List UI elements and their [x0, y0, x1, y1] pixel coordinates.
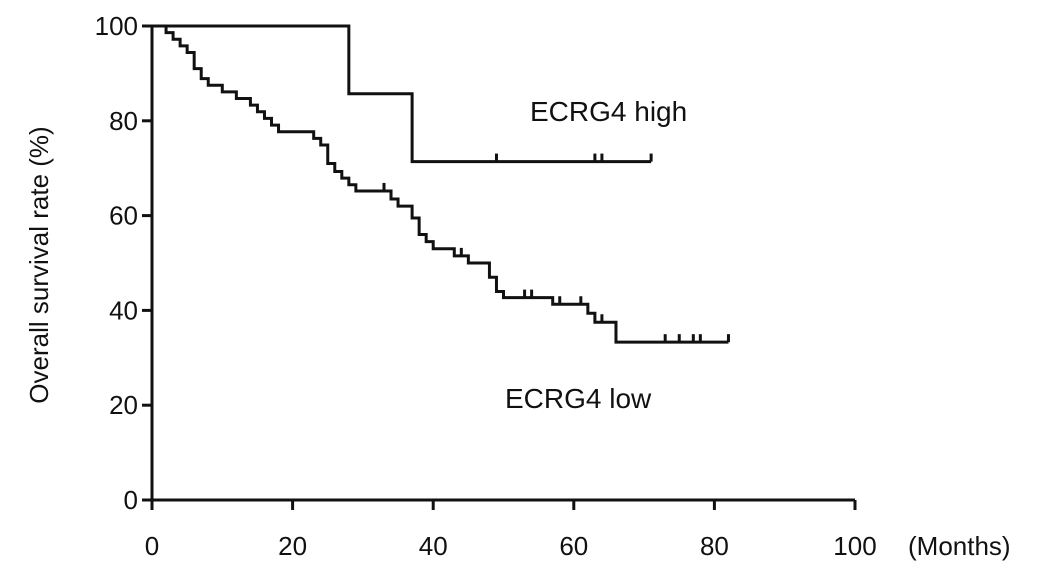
series-high	[152, 24, 653, 164]
y-tick-label: 60	[109, 201, 138, 231]
series-label-low: ECRG4 low	[505, 383, 652, 414]
y-tick-label: 0	[124, 485, 138, 515]
x-tick-label: 100	[833, 531, 876, 561]
y-axis-title: Overall survival rate (%)	[24, 126, 54, 403]
x-tick-label: 80	[700, 531, 729, 561]
series-label-high: ECRG4 high	[530, 96, 687, 127]
x-tick-label: 20	[278, 531, 307, 561]
survival-curve	[152, 24, 652, 164]
series-layer	[152, 24, 730, 344]
series-low	[152, 24, 730, 344]
x-tick-label: 40	[419, 531, 448, 561]
x-axis-title: (Months)	[908, 531, 1011, 561]
x-tick-label: 0	[145, 531, 159, 561]
x-tick-label: 60	[559, 531, 588, 561]
y-tick-label: 20	[109, 390, 138, 420]
axes: 0 20 40 60 80 100 0 20 40 60 80 100	[95, 11, 877, 561]
y-tick-label: 80	[109, 106, 138, 136]
y-tick-label: 40	[109, 295, 138, 325]
y-tick-label: 100	[95, 11, 138, 41]
survival-curve	[152, 24, 729, 344]
